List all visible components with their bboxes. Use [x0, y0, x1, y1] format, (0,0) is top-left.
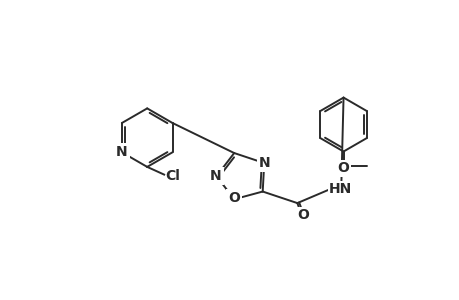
Text: O: O: [228, 191, 240, 206]
Text: N: N: [258, 156, 270, 170]
Text: N: N: [209, 169, 221, 183]
Text: HN: HN: [328, 182, 352, 196]
Text: N: N: [116, 145, 128, 159]
Text: Cl: Cl: [165, 169, 180, 183]
Text: O: O: [297, 208, 309, 222]
Text: O: O: [337, 161, 349, 176]
